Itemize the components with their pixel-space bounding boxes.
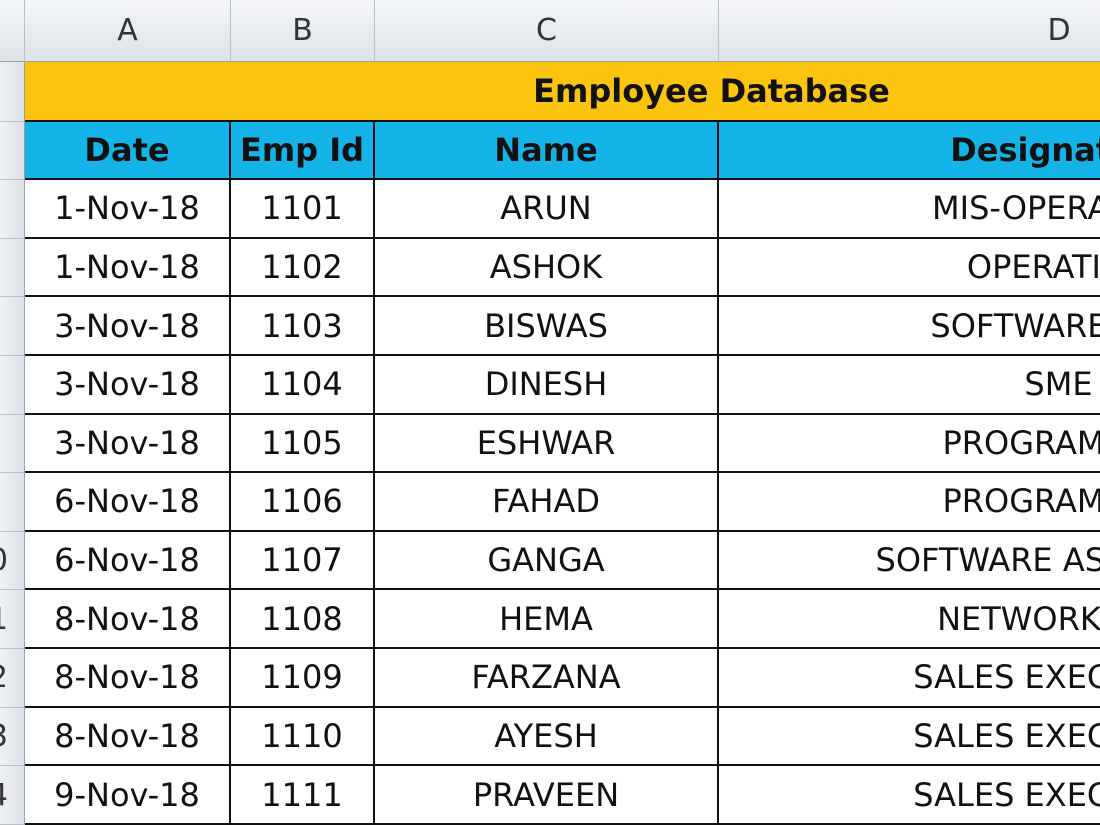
cell[interactable]: 3-Nov-18 xyxy=(25,414,231,474)
cell[interactable]: 1105 xyxy=(231,414,375,474)
row-header[interactable] xyxy=(0,238,25,298)
column-header[interactable]: D xyxy=(719,0,1100,62)
cell[interactable]: ARUN xyxy=(375,180,719,239)
cell[interactable]: ASHOK xyxy=(375,238,719,298)
cell[interactable]: PROGRAMMER xyxy=(719,415,1100,474)
cell[interactable]: 6-Nov-18 xyxy=(25,531,231,591)
row-header[interactable] xyxy=(0,414,25,474)
cell[interactable]: 1107 xyxy=(231,531,375,591)
cell[interactable]: FARZANA xyxy=(375,649,719,708)
row-header[interactable]: 13 xyxy=(0,707,25,767)
cell[interactable]: 3-Nov-18 xyxy=(25,297,231,356)
cell[interactable]: 1102 xyxy=(231,238,375,298)
row-header[interactable] xyxy=(0,473,25,532)
cell[interactable]: 1103 xyxy=(231,297,375,356)
row-header[interactable]: 11 xyxy=(0,590,25,650)
cell[interactable]: HEMA xyxy=(375,590,719,650)
cell[interactable]: 3-Nov-18 xyxy=(25,355,231,415)
cell[interactable]: NETWORK ENG xyxy=(719,590,1100,650)
cell[interactable]: 8-Nov-18 xyxy=(25,590,231,650)
cell[interactable]: 1-Nov-18 xyxy=(25,238,231,298)
row-header[interactable]: 12 xyxy=(0,649,25,708)
cell[interactable]: 9-Nov-18 xyxy=(25,766,231,825)
column-header[interactable]: B xyxy=(231,0,375,62)
cell[interactable]: PRAVEEN xyxy=(375,766,719,825)
row-header[interactable] xyxy=(0,355,25,415)
row-header[interactable] xyxy=(0,297,25,356)
cell[interactable]: 8-Nov-18 xyxy=(25,649,231,708)
row-header[interactable]: 14 xyxy=(0,766,25,825)
cell[interactable]: 1111 xyxy=(231,766,375,825)
cell[interactable]: 1101 xyxy=(231,180,375,239)
cell[interactable]: 6-Nov-18 xyxy=(25,473,231,532)
cell[interactable]: SOFTWARE ASSOCIATE xyxy=(719,532,1100,591)
cell[interactable]: 1110 xyxy=(231,707,375,767)
cell[interactable]: MIS-OPERATION xyxy=(719,180,1100,239)
column-header[interactable]: A xyxy=(25,0,231,62)
cell[interactable]: GANGA xyxy=(375,531,719,591)
cell[interactable]: 1108 xyxy=(231,590,375,650)
row-header[interactable] xyxy=(0,62,25,122)
row-header[interactable]: 10 xyxy=(0,531,25,591)
cell[interactable]: SALES EXECUTIVE xyxy=(719,649,1100,708)
cell[interactable]: SOFTWARE ENG xyxy=(719,297,1100,356)
cell[interactable]: SME xyxy=(719,356,1100,415)
cell[interactable]: 1106 xyxy=(231,473,375,532)
cell[interactable]: AYESH xyxy=(375,707,719,767)
cell[interactable]: 1109 xyxy=(231,649,375,708)
column-title: Name xyxy=(375,122,719,180)
cell[interactable]: OPERATION xyxy=(719,239,1100,298)
cell[interactable]: BISWAS xyxy=(375,297,719,356)
column-header[interactable]: C xyxy=(375,0,719,62)
select-all[interactable] xyxy=(0,0,25,62)
row-header[interactable] xyxy=(0,122,25,180)
cell[interactable]: 1-Nov-18 xyxy=(25,180,231,239)
cell[interactable]: DINESH xyxy=(375,355,719,415)
column-title: Designation xyxy=(719,122,1100,180)
cell[interactable]: PROGRAMMER xyxy=(719,473,1100,532)
column-title: Date xyxy=(25,122,231,180)
cell[interactable]: 8-Nov-18 xyxy=(25,707,231,767)
row-header[interactable] xyxy=(0,180,25,239)
cell[interactable]: ESHWAR xyxy=(375,414,719,474)
cell[interactable]: FAHAD xyxy=(375,473,719,532)
table-title: Employee Database xyxy=(25,62,1100,122)
cell[interactable]: 1104 xyxy=(231,355,375,415)
cell[interactable]: SALES EXECUTIVE xyxy=(719,766,1100,825)
column-title: Emp Id xyxy=(231,122,375,180)
cell[interactable]: SALES EXECUTIVE xyxy=(719,708,1100,767)
